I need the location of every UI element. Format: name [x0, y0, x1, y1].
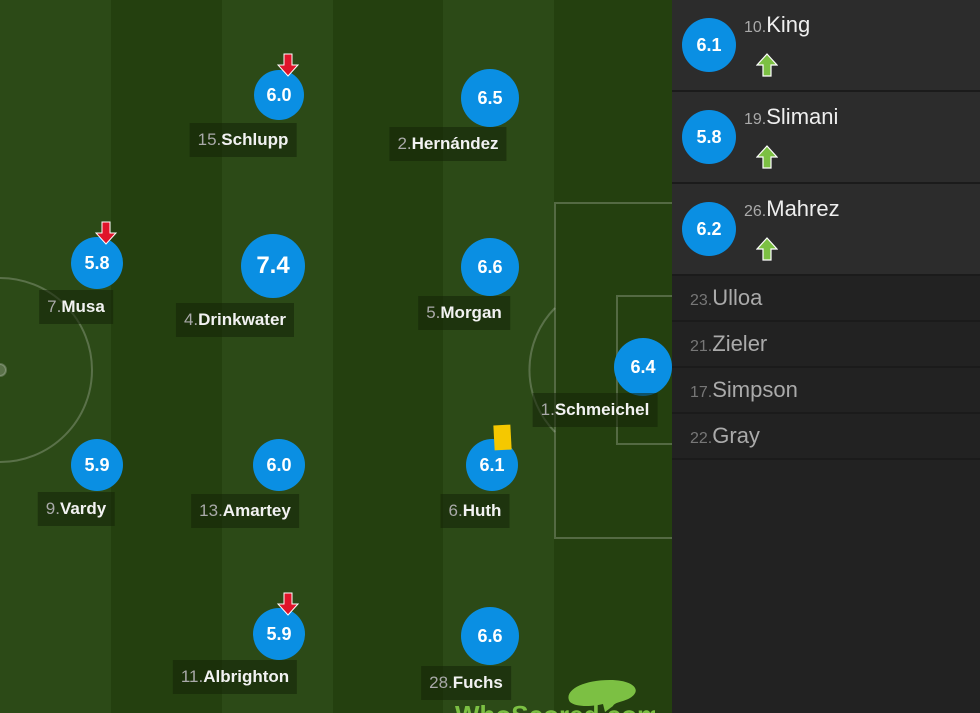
player-name: Amartey	[222, 501, 291, 520]
player-number: 21.	[690, 338, 713, 355]
substitute-row[interactable]: 6.1 10.King	[672, 0, 980, 92]
player-label: 10.King	[744, 12, 810, 38]
bench-row[interactable]: 17.Simpson	[672, 368, 980, 414]
rating-badge: 6.0	[254, 70, 304, 120]
player-number: 28.	[429, 673, 453, 692]
player-name: Huth	[462, 501, 502, 520]
player-name: Mahrez	[766, 196, 840, 221]
substitutes-panel: 6.1 10.King 5.8 19.Slimani 6.2 26.Mahrez…	[672, 0, 980, 713]
player-label: 9.Vardy	[37, 492, 115, 526]
sub-off-arrow-icon	[276, 53, 300, 82]
player-number: 11.	[180, 667, 204, 686]
pitch-lines	[0, 202, 672, 539]
player-label: 28.Fuchs	[421, 666, 511, 700]
sub-off-arrow-icon	[94, 221, 118, 250]
player-name: Drinkwater	[198, 310, 287, 329]
player-name: Fuchs	[452, 673, 503, 692]
player-name: Schlupp	[221, 130, 289, 149]
rating-badge: 5.8	[71, 237, 123, 289]
rating-badge: 6.5	[461, 69, 519, 127]
player-number: 5.	[426, 303, 441, 322]
player-label: 11.Albrighton	[172, 660, 298, 694]
substitute-row[interactable]: 6.2 26.Mahrez	[672, 184, 980, 276]
sub-off-arrow-icon	[276, 592, 300, 621]
svg-text:WhoScored.com: WhoScored.com	[455, 700, 655, 713]
sub-on-arrow-icon	[755, 145, 779, 174]
whoscored-logo: WhoScored.com	[455, 672, 660, 713]
player-number: 13.	[199, 501, 223, 520]
yellow-card-icon	[493, 424, 512, 451]
player-number: 23.	[690, 292, 713, 309]
rating-badge: 5.9	[253, 608, 305, 660]
player-name: Schmeichel	[554, 400, 650, 419]
rating-badge: 6.6	[461, 607, 519, 665]
bench-row[interactable]: 21.Zieler	[672, 322, 980, 368]
player-label: 13.Amartey	[191, 494, 299, 528]
player-name: Morgan	[440, 303, 502, 322]
player-label: 1.Schmeichel	[532, 393, 658, 427]
player-label: 2.Hernández	[389, 127, 507, 161]
player-name: Zieler	[712, 331, 768, 356]
player-name: Musa	[61, 297, 105, 316]
sub-on-arrow-icon	[755, 237, 779, 266]
player-label: 4.Drinkwater	[175, 303, 295, 337]
player-number: 22.	[690, 430, 713, 447]
rating-badge: 6.1	[682, 18, 736, 72]
player-number: 26.	[744, 203, 767, 220]
player-number: 15.	[197, 130, 222, 149]
player-label: 5.Morgan	[418, 296, 510, 330]
player-number: 10.	[744, 19, 767, 36]
bench-row[interactable]: 23.Ulloa	[672, 276, 980, 322]
rating-badge: 6.2	[682, 202, 736, 256]
player-number: 1.	[540, 400, 555, 419]
player-name: Albrighton	[203, 667, 290, 686]
bench-row[interactable]: 22.Gray	[672, 414, 980, 460]
player-label: 6.Huth	[440, 494, 510, 528]
player-label: 7.Musa	[39, 290, 113, 324]
rating-badge: 5.8	[682, 110, 736, 164]
player-number: 19.	[744, 111, 767, 128]
player-label: 19.Slimani	[744, 104, 838, 130]
player-name: Hernández	[411, 134, 499, 153]
rating-badge: 5.9	[71, 439, 123, 491]
player-number: 6.	[448, 501, 463, 520]
player-number: 4.	[183, 310, 199, 329]
rating-badge: 7.4	[241, 234, 305, 298]
player-name: Ulloa	[712, 285, 763, 310]
pitch-stripe	[0, 0, 111, 713]
sub-on-arrow-icon	[755, 53, 779, 82]
player-label: 26.Mahrez	[744, 196, 840, 222]
player-name: Slimani	[766, 104, 839, 129]
rating-badge: 6.4	[614, 338, 672, 396]
player-label: 15.Schlupp	[189, 123, 297, 157]
player-name: Simpson	[712, 377, 798, 402]
player-name: King	[766, 12, 811, 37]
player-number: 9.	[45, 499, 60, 518]
player-name: Gray	[712, 423, 760, 448]
rating-badge: 6.6	[461, 238, 519, 296]
player-number: 7.	[47, 297, 62, 316]
pitch: 6.0 15.Schlupp 6.5 2.Hernández 5.8 7.Musa 7…	[0, 0, 672, 713]
substitute-row[interactable]: 5.8 19.Slimani	[672, 92, 980, 184]
rating-badge: 6.0	[253, 439, 305, 491]
player-number: 17.	[690, 384, 713, 401]
player-name: Vardy	[59, 499, 107, 518]
player-number: 2.	[397, 134, 412, 153]
